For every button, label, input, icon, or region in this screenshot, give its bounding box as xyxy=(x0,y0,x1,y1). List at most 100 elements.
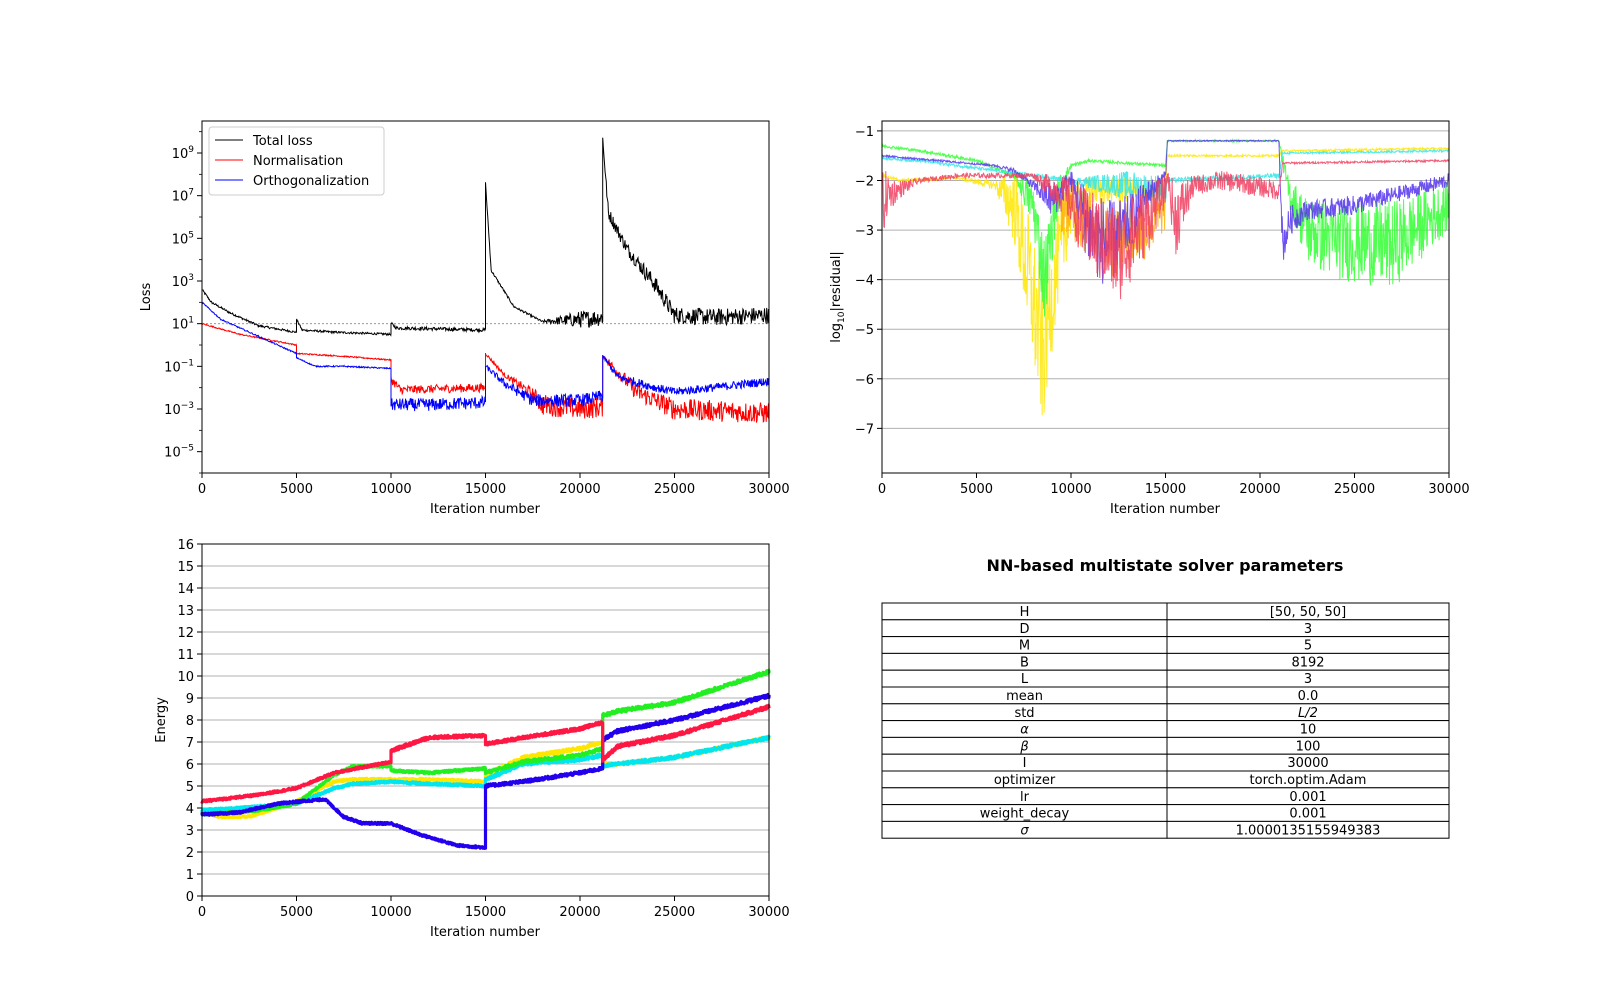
residual-ylabel: log10|residual| xyxy=(829,251,847,343)
x-tick-label: 15000 xyxy=(465,482,506,497)
ylabel-log: log xyxy=(829,323,844,343)
table-value: 3 xyxy=(1304,672,1312,687)
table-key: weight_decay xyxy=(980,807,1070,822)
energy-series-4 xyxy=(200,703,771,804)
y-tick-label: 1 xyxy=(186,868,194,883)
y-tick-label: −4 xyxy=(855,274,874,289)
y-tick-label: 10−5 xyxy=(164,444,194,461)
y-tick-label: 103 xyxy=(172,273,194,290)
y-tick-label: 15 xyxy=(177,560,194,575)
energy-chart: 0 5000 10000 15000 20000 25000 30000 012345678… xyxy=(154,538,790,940)
table-value: torch.optim.Adam xyxy=(1250,773,1367,788)
residual-series-4 xyxy=(881,139,1450,284)
y-tick-label: −5 xyxy=(855,323,874,338)
table-key: σ xyxy=(1020,823,1029,838)
x-tick-label: 0 xyxy=(878,482,886,497)
x-tick-label: 10000 xyxy=(1050,482,1091,497)
y-tick-label: −1 xyxy=(855,125,874,140)
x-tick-label: 20000 xyxy=(559,905,600,920)
x-tick-label: 0 xyxy=(198,482,206,497)
x-tick-label: 30000 xyxy=(748,482,789,497)
loss-series-2 xyxy=(201,301,770,412)
table-value: L/2 xyxy=(1298,706,1318,721)
y-tick-label: −3 xyxy=(855,224,874,239)
table-key: D xyxy=(1019,622,1029,637)
x-tick-label: 15000 xyxy=(1145,482,1186,497)
energy-xlabel: Iteration number xyxy=(430,925,541,940)
loss-chart: 0 5000 10000 15000 20000 25000 30000 109 107 105… xyxy=(139,120,790,517)
y-tick-label: −6 xyxy=(855,373,874,388)
y-tick-label: 10 xyxy=(177,670,194,685)
x-tick-label: 15000 xyxy=(465,905,506,920)
table-key: std xyxy=(1014,706,1034,721)
x-tick-label: 10000 xyxy=(370,482,411,497)
x-tick-label: 10000 xyxy=(370,905,411,920)
table-value: 0.001 xyxy=(1289,790,1326,805)
y-tick-label: 6 xyxy=(186,758,194,773)
energy-ylabel: Energy xyxy=(154,697,169,743)
energy-series-3 xyxy=(200,692,771,850)
residual-chart: 0 5000 10000 15000 20000 25000 30000 −1 −2 −3 −4 −… xyxy=(829,120,1470,517)
table-key: optimizer xyxy=(994,773,1056,788)
y-tick-label: 8 xyxy=(186,714,194,729)
x-tick-label: 0 xyxy=(198,905,206,920)
y-tick-label: 109 xyxy=(172,145,195,162)
y-tick-label: 5 xyxy=(186,780,194,795)
x-tick-label: 25000 xyxy=(1334,482,1375,497)
y-tick-label: 101 xyxy=(172,316,194,333)
table-value: 10 xyxy=(1300,723,1317,738)
table-value: 5 xyxy=(1304,639,1312,654)
x-tick-label: 30000 xyxy=(1428,482,1469,497)
table-cell-value xyxy=(1166,820,1450,839)
residual-series-1 xyxy=(881,138,1450,317)
table-key: I xyxy=(1023,756,1027,771)
loss-xlabel: Iteration number xyxy=(430,502,541,517)
x-tick-label: 20000 xyxy=(1239,482,1280,497)
y-tick-label: 0 xyxy=(186,890,194,905)
table-value: 8192 xyxy=(1291,655,1324,670)
y-tick-label: −7 xyxy=(855,422,874,437)
legend-label: Normalisation xyxy=(253,154,343,169)
x-tick-label: 5000 xyxy=(280,482,313,497)
table-value: 3 xyxy=(1304,622,1312,637)
x-tick-label: 5000 xyxy=(960,482,993,497)
table-key: β xyxy=(1019,739,1028,754)
y-tick-label: 105 xyxy=(172,230,194,247)
x-tick-label: 30000 xyxy=(748,905,789,920)
residual-xlabel: Iteration number xyxy=(1110,502,1221,517)
y-tick-label: 16 xyxy=(177,538,194,553)
table-value: 0.001 xyxy=(1289,807,1326,822)
y-tick-label: 2 xyxy=(186,846,194,861)
y-tick-label: −2 xyxy=(855,174,874,189)
legend-label: Total loss xyxy=(252,134,313,149)
table-title: NN-based multistate solver parameters xyxy=(987,556,1344,575)
loss-series-0 xyxy=(201,137,770,337)
residual-series-5 xyxy=(881,158,1450,300)
table-value: 100 xyxy=(1296,739,1321,754)
legend-label: Orthogonalization xyxy=(253,174,369,189)
table-key: α xyxy=(1020,723,1029,738)
y-tick-label: 3 xyxy=(186,824,194,839)
x-tick-label: 25000 xyxy=(654,482,695,497)
table-value: [50, 50, 50] xyxy=(1270,605,1346,620)
y-tick-label: 11 xyxy=(177,648,194,663)
table-value: 30000 xyxy=(1287,756,1328,771)
table-key: mean xyxy=(1006,689,1043,704)
parameters-table: NN-based multistate solver parameters H [… xyxy=(881,556,1450,839)
table-key: B xyxy=(1020,655,1029,670)
x-tick-label: 5000 xyxy=(280,905,313,920)
loss-ylabel: Loss xyxy=(139,283,154,312)
y-tick-label: 13 xyxy=(177,604,194,619)
y-tick-label: 10−1 xyxy=(164,358,194,375)
x-tick-label: 20000 xyxy=(559,482,600,497)
x-tick-label: 25000 xyxy=(654,905,695,920)
table-value: 1.0000135155949383 xyxy=(1236,823,1381,838)
y-tick-label: 4 xyxy=(186,802,194,817)
y-tick-label: 107 xyxy=(172,188,194,205)
y-tick-label: 12 xyxy=(177,626,194,641)
table-key: H xyxy=(1020,605,1030,620)
ylabel-sub: 10 xyxy=(837,311,847,323)
y-tick-label: 9 xyxy=(186,692,194,707)
table-key: lr xyxy=(1020,790,1030,805)
